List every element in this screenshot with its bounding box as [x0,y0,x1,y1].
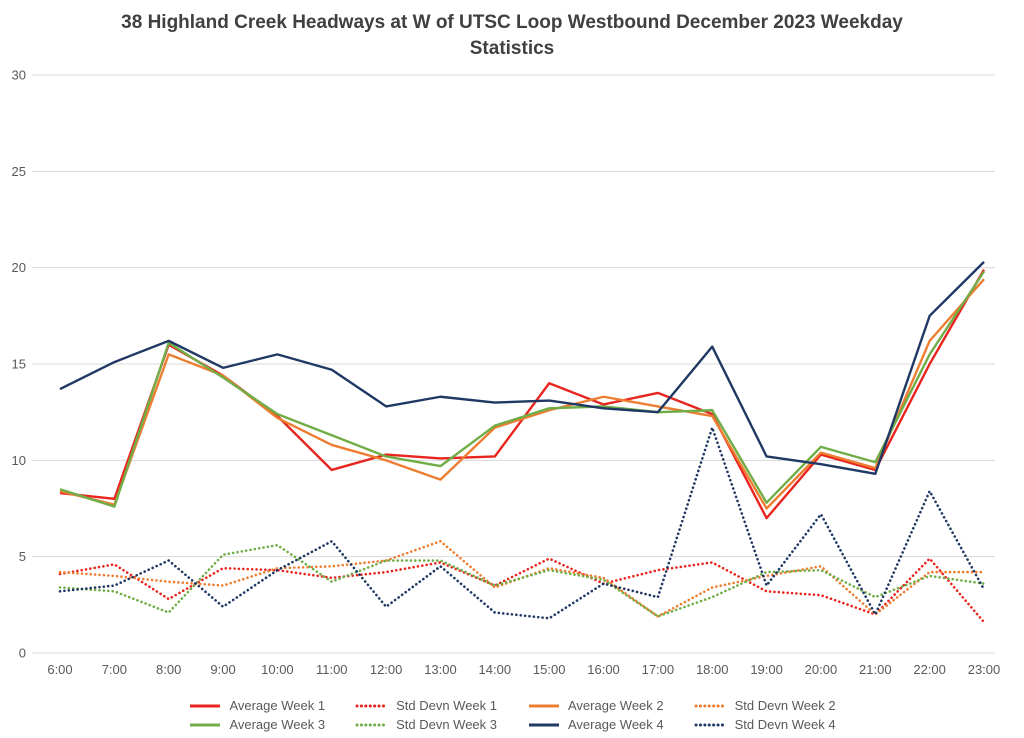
legend-swatch-std-devn-week-1 [355,704,389,707]
series-line-average-week-1 [59,268,986,520]
legend-swatch-std-devn-week-2 [694,704,728,707]
series-line-std-devn-week-1 [58,557,986,624]
series-line-average-week-3 [59,270,986,508]
chart-title-line-2: Statistics [469,38,555,59]
x-tick-label-6-00: 6:00 [47,662,72,677]
x-tick-label-19-00: 19:00 [750,662,783,677]
legend-label-average-week-4: Average Week 4 [568,717,664,732]
legend-item-std-devn-week-2: Std Devn Week 2 [694,698,836,713]
x-tick-label-21-00: 21:00 [859,662,892,677]
legend-swatch-average-week-4 [529,723,559,726]
series-line-average-week-2 [59,278,985,510]
legend-label-average-week-2: Average Week 2 [568,698,664,713]
x-tick-label-8-00: 8:00 [156,662,181,677]
legend-item-average-week-3: Average Week 3 [188,717,325,732]
legend-swatch-std-devn-week-4 [694,723,728,726]
legend-item-std-devn-week-1: Std Devn Week 1 [355,698,497,713]
chart-title: 38 Highland Creek Headways at W of UTSC … [0,10,1024,62]
gridlines [32,74,995,654]
chart-legend: Average Week 1 Std Devn Week 1 Average Wee… [0,694,1024,736]
x-tick-label-23-00: 23:00 [968,662,1001,677]
legend-swatch-average-week-3 [190,723,221,726]
y-axis-labels: 0 5 10 15 20 25 30 [12,68,26,661]
legend-swatch-std-devn-week-3 [355,723,389,726]
x-tick-label-22-00: 22:00 [913,662,946,677]
x-tick-label-18-00: 18:00 [696,662,729,677]
x-tick-label-13-00: 13:00 [424,662,457,677]
legend-row-2: Average Week 3 Std Devn Week 3 Average Wee… [0,717,1024,732]
x-tick-label-17-00: 17:00 [642,662,675,677]
x-tick-label-16-00: 16:00 [587,662,620,677]
y-tick-label-5: 5 [19,549,26,564]
legend-item-std-devn-week-3: Std Devn Week 3 [355,717,497,732]
series-line-std-devn-week-2 [58,539,986,618]
legend-item-average-week-4: Average Week 4 [527,717,664,732]
legend-swatch-average-week-1 [190,704,221,707]
legend-label-average-week-3: Average Week 3 [229,717,326,732]
x-tick-label-15-00: 15:00 [533,662,566,677]
x-tick-label-7-00: 7:00 [102,662,127,677]
x-tick-label-10-00: 10:00 [261,662,294,677]
y-tick-label-0: 0 [19,646,26,661]
y-tick-label-25: 25 [12,164,26,179]
x-tick-label-12-00: 12:00 [370,662,403,677]
x-tick-label-9-00: 9:00 [210,662,235,677]
series-line-std-devn-week-3 [58,543,986,618]
legend-label-average-week-1: Average Week 1 [229,698,326,713]
x-axis-labels: 6:00 7:00 8:00 9:00 10:00 11:00 12:00 13:00 14:0… [47,662,1000,677]
legend-row-1: Average Week 1 Std Devn Week 1 Average Wee… [0,698,1024,713]
x-tick-label-11-00: 11:00 [316,662,348,677]
y-tick-label-15: 15 [12,357,26,372]
legend-swatch-average-week-2 [529,704,559,707]
chart-title-line-1: 38 Highland Creek Headways at W of UTSC … [121,12,903,33]
y-tick-label-10: 10 [12,453,26,468]
legend-label-std-devn-week-4: Std Devn Week 4 [734,717,836,732]
x-tick-label-20-00: 20:00 [805,662,838,677]
legend-item-std-devn-week-4: Std Devn Week 4 [694,717,836,732]
series-line-std-devn-week-4 [58,426,986,620]
legend-item-average-week-2: Average Week 2 [527,698,664,713]
legend-item-average-week-1: Average Week 1 [188,698,325,713]
legend-label-std-devn-week-2: Std Devn Week 2 [734,698,836,713]
y-tick-label-30: 30 [12,68,26,83]
y-tick-label-20: 20 [12,260,26,275]
x-tick-label-14-00: 14:00 [479,662,512,677]
legend-label-std-devn-week-1: Std Devn Week 1 [396,698,497,713]
legend-label-std-devn-week-3: Std Devn Week 3 [396,717,497,732]
series-line-average-week-4 [59,261,985,476]
